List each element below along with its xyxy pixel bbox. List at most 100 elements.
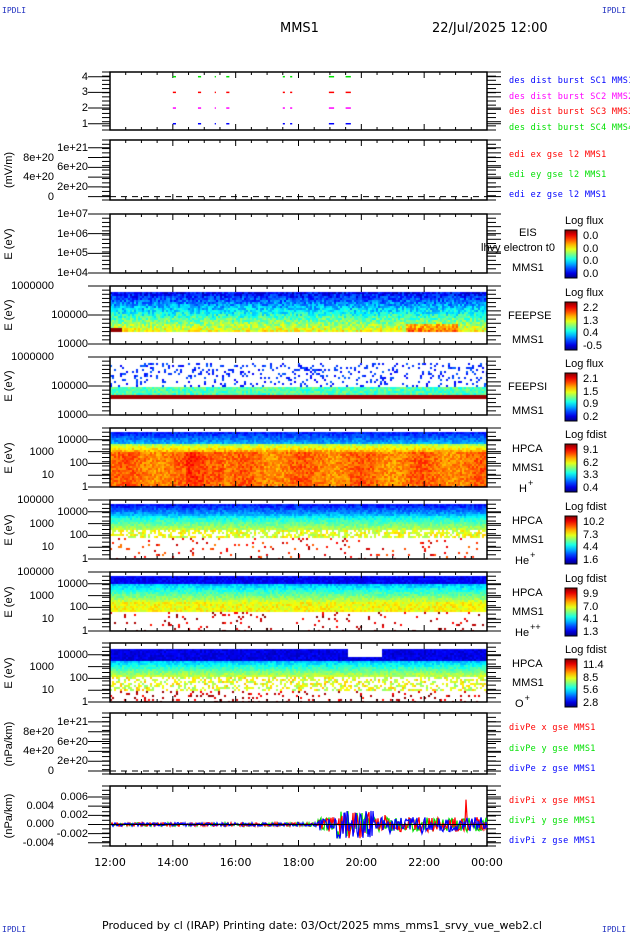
colorbar-tick-label: 2.1 xyxy=(583,373,599,385)
y-tick-label: 10000 xyxy=(57,433,88,446)
y-tick-label: 100 xyxy=(69,457,88,470)
y-tick-label: 10000 xyxy=(57,338,88,350)
colorbar-tick-label: 4.1 xyxy=(583,613,599,625)
y-tick-label: 100000 xyxy=(51,380,88,392)
x-tick-label: 12:00 xyxy=(94,856,126,869)
spacecraft-label: MMS1 xyxy=(512,677,544,689)
y-axis-label: E (eV) xyxy=(3,370,15,402)
plot-datetime: 22/Jul/2025 12:00 xyxy=(432,21,548,36)
y-tick-label: 0.004 xyxy=(26,800,54,813)
colorbar xyxy=(564,229,578,279)
y-tick-label: 1000 xyxy=(29,660,54,673)
y-tick-label: 1 xyxy=(81,625,88,637)
y-tick-label: 2e+20 xyxy=(57,180,88,193)
colorbar-title: Log flux xyxy=(565,215,604,227)
y-tick-label: 4e+20 xyxy=(23,171,54,184)
panel-frame xyxy=(109,499,488,560)
legend-entry: edi ez gse l2 MMS1 xyxy=(509,190,607,200)
species-label: H xyxy=(519,483,527,495)
legend-entry: divPe y gse MMS1 xyxy=(509,743,596,754)
y-axis-label: E (eV) xyxy=(3,299,15,331)
legend-entry: des dist burst SC1 MMS1 xyxy=(509,76,630,86)
colorbar-tick-label: 4.4 xyxy=(583,541,599,553)
y-tick-label: 1e+21 xyxy=(57,715,88,728)
colorbar-tick-label: 3.3 xyxy=(583,469,599,481)
y-tick-label: 1e+04 xyxy=(57,267,88,279)
y-tick-label: 0.002 xyxy=(60,809,88,822)
spacecraft-label: MMS1 xyxy=(512,606,544,618)
panel-frame xyxy=(109,427,488,488)
y-tick-label: 10000 xyxy=(57,505,88,518)
spacecraft-label: MMS1 xyxy=(512,405,544,417)
panel-frame xyxy=(109,213,488,274)
y-tick-label: 10 xyxy=(41,541,54,554)
x-tick-label: 18:00 xyxy=(282,856,315,869)
instrument-label: FEEPSI xyxy=(508,381,548,393)
colorbar-tick-label: 0.4 xyxy=(583,481,599,494)
species-charge-label: + xyxy=(530,550,536,560)
y-axis-label: E (eV) xyxy=(3,227,15,260)
y-tick-label: -0.004 xyxy=(22,836,54,849)
colorbar-tick-label: 1.6 xyxy=(583,553,599,566)
colorbar-tick-label: 5.6 xyxy=(583,684,599,696)
y-tick-label: 1e+06 xyxy=(57,227,88,240)
colorbar-tick-label: 10.2 xyxy=(583,516,605,528)
y-axis-label: E (eV) xyxy=(3,513,15,546)
y-tick-label: 6e+20 xyxy=(57,735,88,748)
instrument-label: FEEPSE xyxy=(508,310,552,322)
colorbar-tick-label: 0.0 xyxy=(583,255,599,267)
y-tick-label: 1 xyxy=(81,696,88,708)
colorbar-tick-label: 1.3 xyxy=(583,314,599,327)
y-tick-label: 1e+07 xyxy=(57,208,88,220)
y-tick-label: -0.002 xyxy=(56,827,88,840)
spectrogram-HPCA-he xyxy=(110,500,487,559)
species-charge-label: + xyxy=(527,478,534,488)
panel-frame xyxy=(109,356,488,416)
y-axis-label: E (eV) xyxy=(3,441,15,474)
y-tick-label: 3 xyxy=(81,86,88,99)
colorbar-title: Log flux xyxy=(565,287,604,299)
y-axis-label: E (eV) xyxy=(3,656,15,689)
colorbar xyxy=(564,372,578,422)
y-tick-label: 1e+21 xyxy=(57,141,88,154)
spectrogram-HPCA-he xyxy=(110,572,487,631)
y-tick-label: 100000 xyxy=(17,566,54,578)
species-charge-label: + xyxy=(524,693,530,703)
legend-entry: des dist burst SC3 MMS3 xyxy=(509,107,630,117)
legend-entry: divPi x gse MMS1 xyxy=(509,796,596,806)
spacecraft-label: MMS1 xyxy=(512,334,544,346)
spacecraft-label: MMS1 xyxy=(512,462,544,474)
colorbar xyxy=(564,658,578,708)
y-tick-label: 0 xyxy=(47,765,54,778)
y-tick-label: 4 xyxy=(81,70,88,83)
y-tick-label: 8e+20 xyxy=(23,151,54,164)
y-tick-label: 4e+20 xyxy=(23,745,54,758)
legend-entry: divPe z gse MMS1 xyxy=(509,764,596,774)
panel-frame xyxy=(109,642,488,703)
y-tick-label: 1000000 xyxy=(11,351,54,363)
panel-frame xyxy=(109,71,488,131)
y-tick-label: 10000 xyxy=(57,577,88,590)
colorbar-tick-label: 2.2 xyxy=(583,302,599,314)
colorbar-tick-label: 1.5 xyxy=(583,385,599,398)
spectrogram-HPCA-h xyxy=(110,428,487,487)
colorbar-title: Log flux xyxy=(565,358,604,370)
colorbar-title: Log fdist xyxy=(565,644,607,656)
x-tick-label: 14:00 xyxy=(156,856,189,869)
legend-entry: des dist burst SC4 MMS4 xyxy=(509,122,630,133)
footer-credits: Produced by cl (IRAP) Printing date: 03/… xyxy=(102,919,542,932)
spacecraft-label: MMS1 xyxy=(512,262,544,274)
spectrogram-HPCA-o xyxy=(110,643,487,702)
colorbar-title: Log fdist xyxy=(565,501,607,513)
panel-frame xyxy=(109,785,488,847)
colorbar xyxy=(564,515,578,565)
y-tick-label: 0 xyxy=(47,190,54,203)
species-label-group: He++ xyxy=(515,622,541,639)
x-tick-label: 22:00 xyxy=(408,856,440,869)
legend-entry: divPi y gse MMS1 xyxy=(509,816,596,826)
y-tick-label: 10000 xyxy=(57,648,88,661)
colorbar-tick-label: 6.2 xyxy=(583,456,599,469)
colorbar-tick-label: 0.0 xyxy=(583,267,599,280)
